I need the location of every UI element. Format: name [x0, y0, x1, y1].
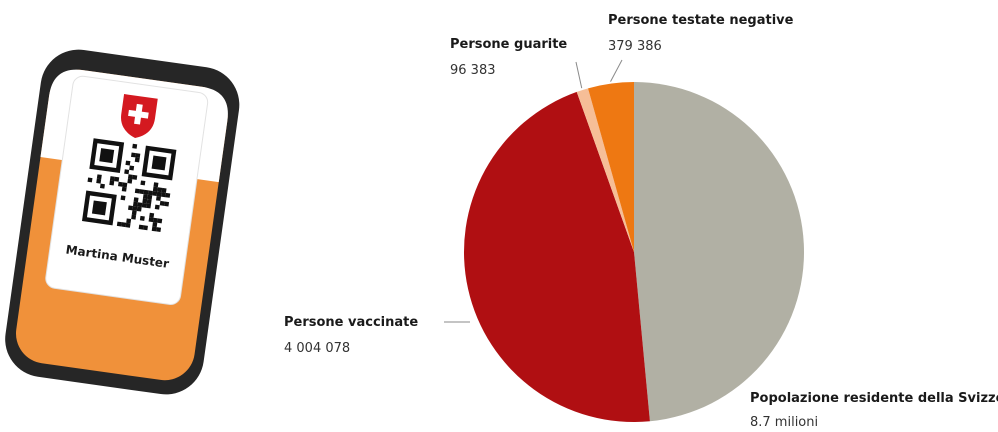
pie-slice-0 — [634, 82, 804, 422]
phone-illustration: Martina Muster — [0, 0, 280, 428]
leader-line-testate — [610, 59, 623, 82]
label-testate-title: Persone testate negative — [608, 13, 794, 28]
phone-svg: Martina Muster — [5, 49, 240, 395]
certificate-card — [45, 75, 209, 305]
label-testate-value: 379 386 — [608, 39, 662, 54]
qr-code-icon — [81, 138, 177, 233]
pie-slice-2 — [576, 88, 634, 252]
label-guarite-value: 96 383 — [450, 63, 496, 78]
label-popolazione-title: Popolazione residente della Svizzera: — [750, 391, 998, 406]
pie-slice-3 — [588, 82, 634, 252]
leader-line-guarite — [575, 61, 583, 89]
swiss-shield-icon — [121, 94, 158, 139]
label-vaccinate-value: 4 004 078 — [284, 341, 350, 356]
pie-chart-svg: Persone testate negative 379 386 Persone… — [284, 13, 998, 430]
label-vaccinate-title: Persone vaccinate — [284, 315, 418, 330]
label-guarite-title: Persone guarite — [450, 37, 567, 52]
label-popolazione-value: 8.7 milioni — [750, 415, 818, 428]
pie-slice-1 — [464, 91, 650, 422]
pie-chart: Persone testate negative 379 386 Persone… — [260, 0, 998, 430]
